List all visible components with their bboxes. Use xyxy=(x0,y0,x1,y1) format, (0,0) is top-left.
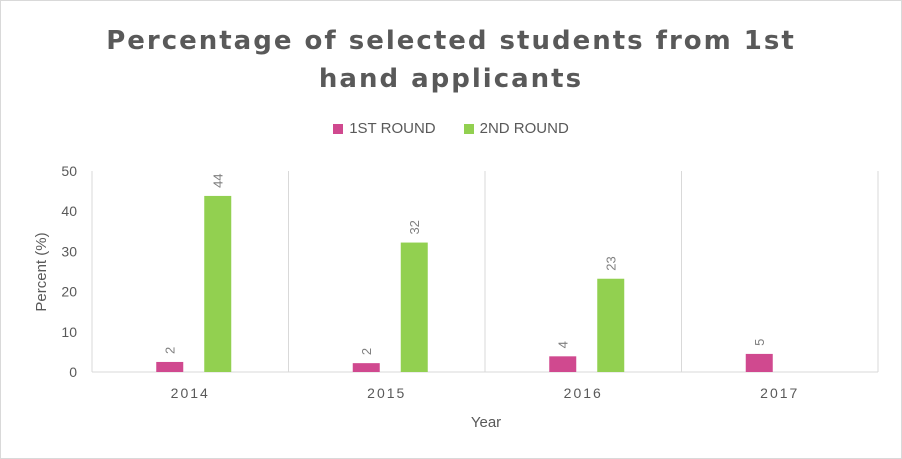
legend-swatch-2nd-round xyxy=(463,123,474,134)
x-tick-label: 2015 xyxy=(367,385,406,401)
y-tick-label: 20 xyxy=(61,284,77,300)
chart-title-line-1: Percentage of selected students from 1st xyxy=(106,26,796,56)
data-label: 44 xyxy=(211,173,226,187)
bar-1st-round-2017 xyxy=(745,353,773,372)
x-axis-title: Year xyxy=(471,414,501,431)
data-label: 4 xyxy=(556,341,571,348)
y-tick-label: 10 xyxy=(61,324,77,340)
legend-label-2nd-round: 2ND ROUND xyxy=(479,120,569,137)
y-axis-title: Percent (%) xyxy=(33,232,50,311)
data-label: 2 xyxy=(359,348,374,355)
legend-label-1st-round: 1ST ROUND xyxy=(349,120,436,137)
bar-1st-round-2015 xyxy=(352,363,380,372)
x-tick-label: 2017 xyxy=(760,385,799,401)
bar-1st-round-2014 xyxy=(156,361,184,372)
bar-2nd-round-2015 xyxy=(400,242,428,372)
chart-title-line-2: hand applicants xyxy=(318,64,584,94)
legend-item-2nd-round: 2ND ROUND xyxy=(463,120,569,137)
data-label: 5 xyxy=(752,339,767,346)
legend-swatch-1st-round xyxy=(333,123,344,134)
x-tick-label: 2016 xyxy=(564,385,603,401)
data-label: 2 xyxy=(163,347,178,354)
x-tick-label: 2014 xyxy=(171,385,210,401)
data-label: 32 xyxy=(407,220,422,234)
bar-2nd-round-2014 xyxy=(204,195,232,372)
y-tick-label: 0 xyxy=(69,364,77,380)
bar-2nd-round-2016 xyxy=(597,278,625,372)
legend-item-1st-round: 1ST ROUND xyxy=(333,120,436,137)
y-tick-label: 30 xyxy=(61,243,77,259)
chart-title: Percentage of selected students from 1st… xyxy=(0,22,902,98)
y-tick-label: 40 xyxy=(61,203,77,219)
chart-legend: 1ST ROUND 2ND ROUND xyxy=(0,120,902,137)
y-tick-label: 50 xyxy=(61,163,77,179)
data-label: 23 xyxy=(604,256,619,270)
bar-1st-round-2016 xyxy=(549,356,577,372)
